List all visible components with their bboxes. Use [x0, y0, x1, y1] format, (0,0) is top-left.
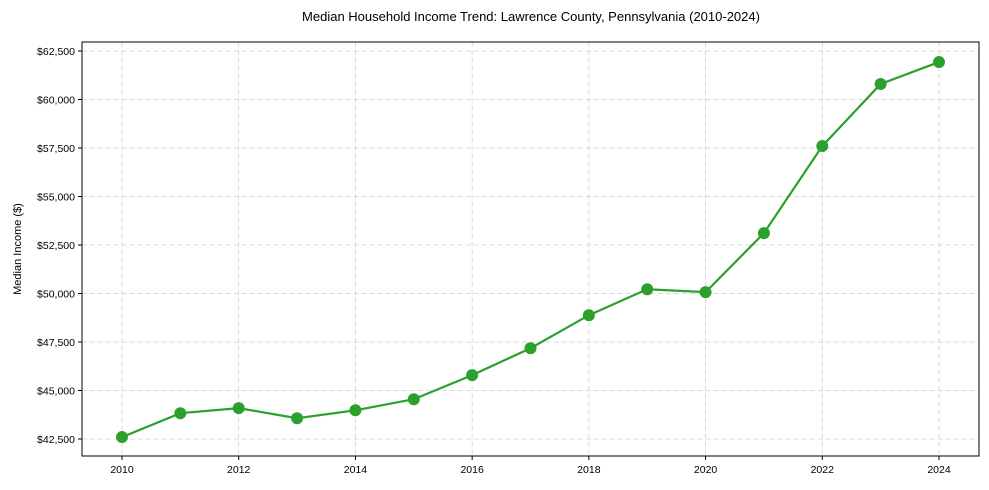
data-point-marker: [174, 407, 187, 420]
y-axis: $42,500 $45,000 $47,500 $50,000 $52,500 $55,0…: [37, 46, 82, 446]
x-tick-label: 2022: [811, 464, 835, 476]
x-tick-label: 2024: [927, 464, 951, 476]
data-point-marker: [816, 140, 829, 153]
data-point-marker: [641, 283, 654, 296]
income-line: [121, 61, 940, 439]
x-tick-label: 2014: [344, 464, 368, 476]
grid-lines: [82, 42, 979, 456]
x-axis: 2010 2012 2014 2016 2018 2020 2022 2024: [110, 456, 951, 476]
data-point-marker: [524, 342, 537, 355]
data-point-marker: [407, 393, 420, 406]
y-tick-label: $60,000: [37, 95, 75, 107]
y-tick-label: $50,000: [37, 289, 75, 301]
data-point-marker: [291, 412, 304, 425]
x-tick-label: 2018: [577, 464, 601, 476]
x-tick-label: 2012: [227, 464, 251, 476]
y-axis-label: Median Income ($): [12, 203, 24, 295]
x-tick-label: 2020: [694, 464, 718, 476]
data-point-marker: [874, 77, 887, 90]
y-tick-label: $55,000: [37, 192, 75, 204]
plot-frame: [81, 41, 980, 457]
y-tick-label: $42,500: [37, 434, 75, 446]
data-point-marker: [757, 227, 770, 240]
data-point-marker: [933, 56, 945, 69]
x-tick-label: 2010: [110, 464, 134, 476]
chart-title: Median Household Income Trend: Lawrence …: [302, 9, 760, 24]
y-tick-label: $45,000: [37, 386, 75, 398]
data-point-marker: [116, 431, 128, 444]
y-tick-label: $47,500: [37, 337, 75, 349]
data-point-marker: [582, 309, 595, 322]
data-point-marker: [466, 369, 479, 382]
x-tick-label: 2016: [460, 464, 484, 476]
y-tick-label: $57,500: [37, 143, 75, 155]
y-tick-label: $62,500: [37, 46, 75, 58]
data-point-marker: [349, 404, 362, 417]
data-series: [116, 56, 945, 444]
data-point-marker: [699, 286, 712, 299]
data-point-marker: [232, 402, 245, 415]
y-tick-label: $52,500: [37, 240, 75, 252]
